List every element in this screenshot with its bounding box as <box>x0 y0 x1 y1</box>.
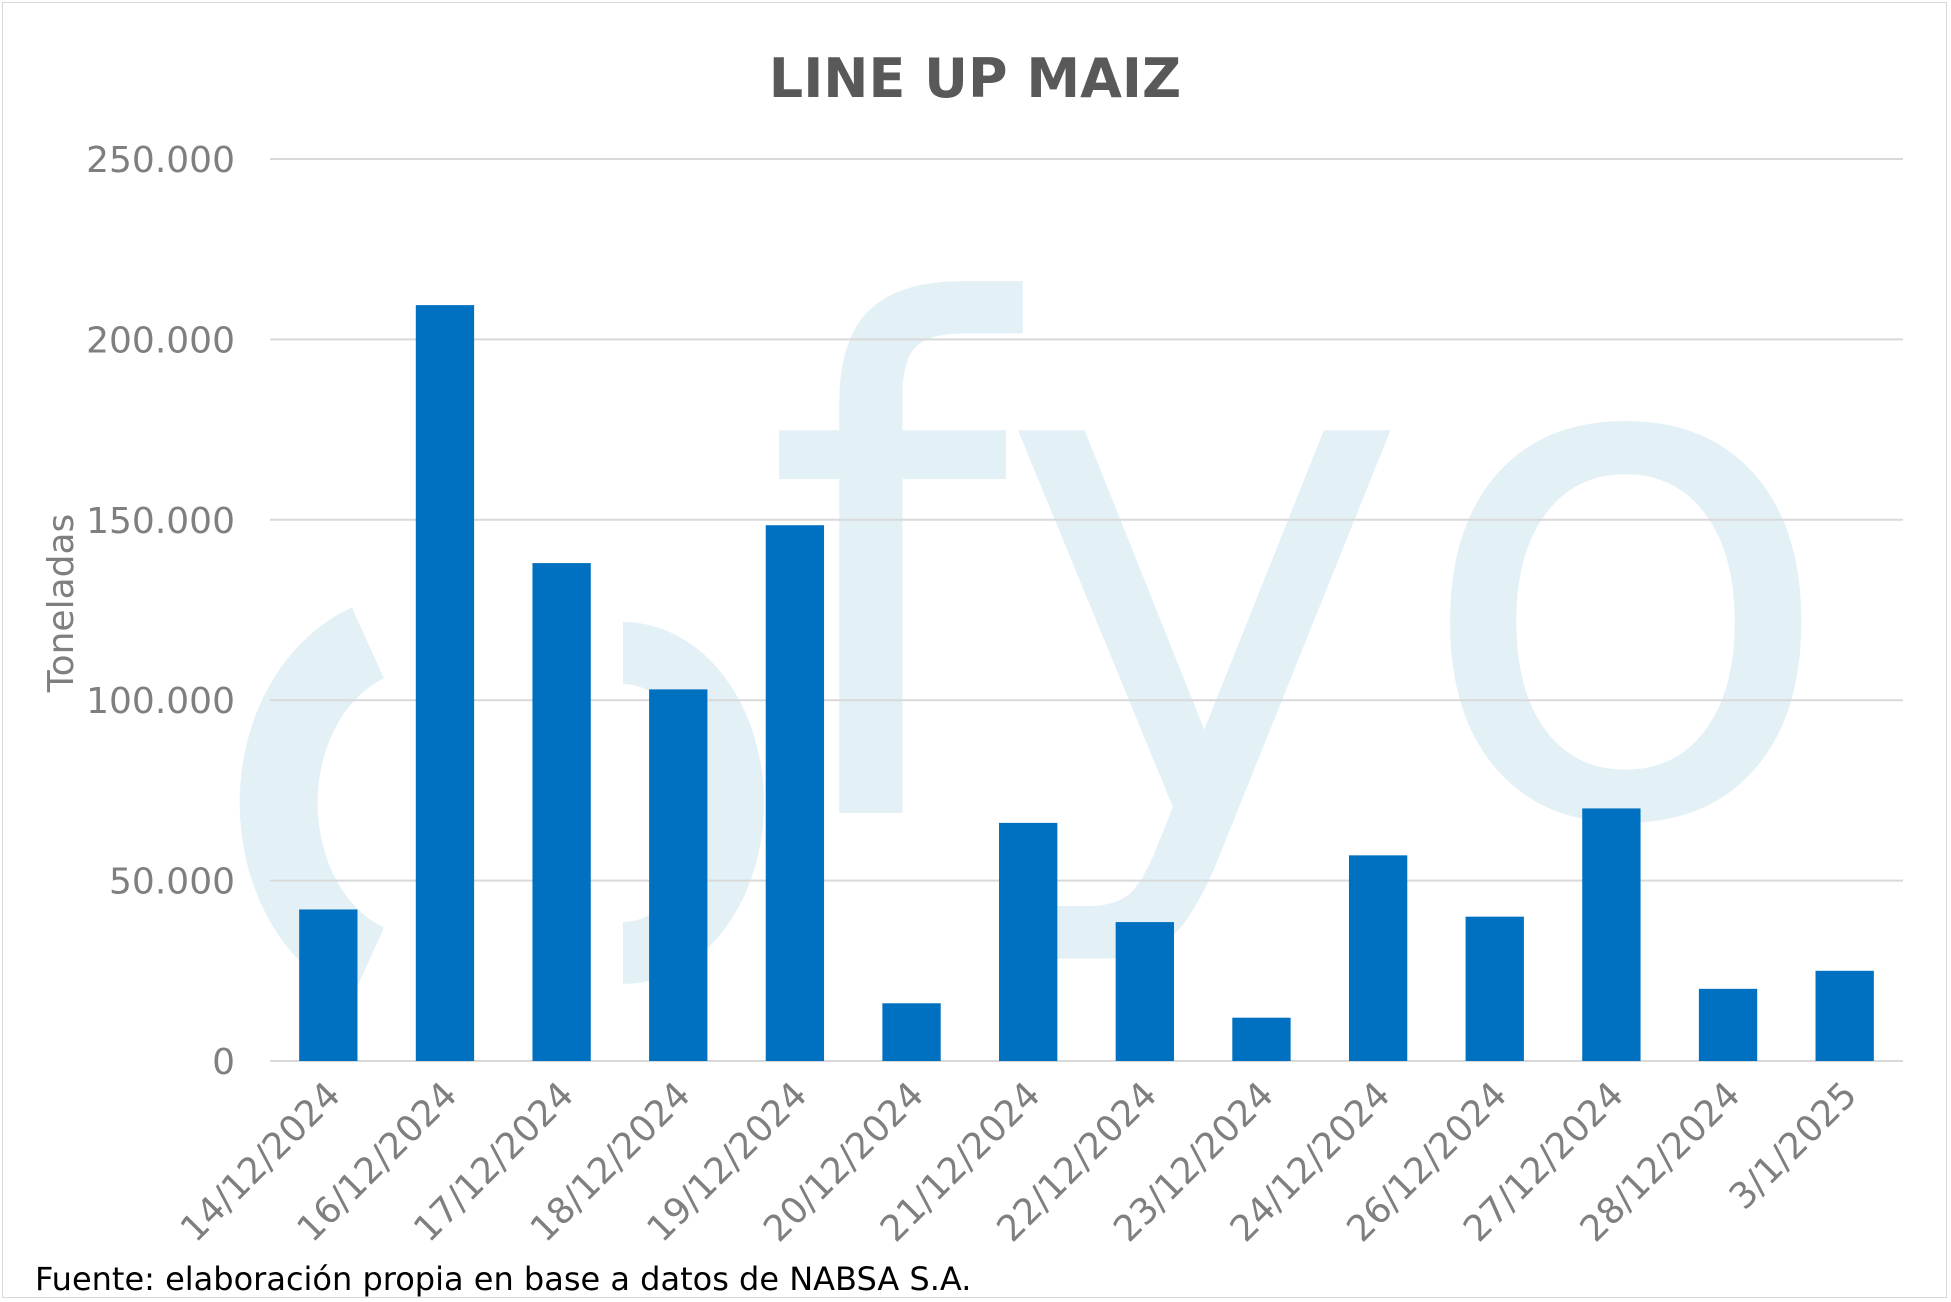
bar <box>649 689 708 1061</box>
bar <box>299 909 358 1061</box>
bar <box>999 822 1058 1061</box>
bar <box>1582 808 1641 1061</box>
y-tick-label: 150.000 <box>86 501 235 542</box>
watermark-text: fyo <box>763 164 1840 979</box>
bar <box>1698 988 1758 1061</box>
y-tick-label: 100.000 <box>86 681 235 722</box>
bar <box>1232 1017 1291 1061</box>
bar <box>1348 855 1408 1061</box>
bar <box>1465 916 1524 1061</box>
fyo-watermark-logo: fyo <box>239 164 1840 999</box>
bar <box>532 563 591 1061</box>
y-axis-label: Toneladas <box>41 514 82 694</box>
y-tick-label: 50.000 <box>109 862 235 903</box>
source-note: Fuente: elaboración propia en base a dat… <box>35 1260 971 1298</box>
y-tick-labels: 0 50.000 100.000 150.000 200.000 250.000 <box>86 140 235 1083</box>
bars <box>299 305 1874 1061</box>
x-tick-label: 3/1/2025 <box>1722 1074 1865 1217</box>
bar <box>765 525 825 1061</box>
x-tick-labels: 14/12/202416/12/202417/12/202418/12/2024… <box>173 1074 1865 1250</box>
bar <box>415 305 475 1061</box>
bar-chart: fyo 050.000100.000150.000200.000250.000 … <box>35 47 1903 1298</box>
y-tick-label: 200.000 <box>86 320 235 361</box>
bar <box>1115 922 1174 1061</box>
y-tick-label: 250.000 <box>86 140 235 181</box>
bar <box>882 1003 941 1061</box>
bar <box>1815 970 1874 1061</box>
chart-title: LINE UP MAIZ <box>769 47 1181 110</box>
y-tick-label: 0 <box>212 1042 235 1083</box>
